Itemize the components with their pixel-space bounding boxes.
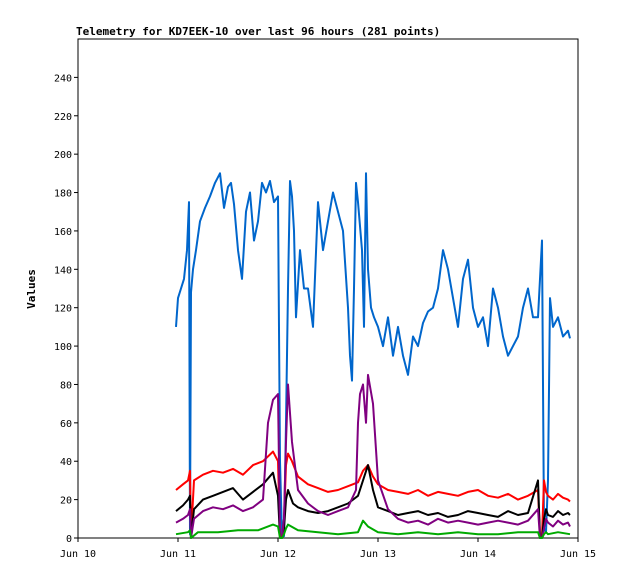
x-axis: Jun 10 Jun 11 Jun 12 Jun 13 Jun 14 Jun 15: [60, 538, 596, 560]
x-tick-label: Jun 14: [460, 549, 496, 560]
y-tick-label: 20: [60, 496, 72, 507]
y-tick-label: 220: [54, 112, 72, 123]
y-tick-label: 100: [54, 342, 72, 353]
y-axis-label: Values: [25, 269, 38, 309]
y-tick-label: 240: [54, 73, 72, 84]
chart-title: Telemetry for KD7EEK-10 over last 96 hou…: [76, 25, 440, 38]
y-tick-label: 0: [66, 534, 72, 545]
y-tick-label: 120: [54, 304, 72, 315]
x-tick-label: Jun 12: [260, 549, 296, 560]
x-tick-label: Jun 13: [360, 549, 396, 560]
x-tick-label: Jun 15: [560, 549, 596, 560]
y-axis: 0 20 40 60 80 100 120 140 160 180 200 220 240: [54, 73, 78, 545]
y-tick-label: 160: [54, 227, 72, 238]
y-tick-label: 80: [60, 380, 72, 391]
series-line-4: [175, 519, 571, 539]
y-tick-label: 60: [60, 419, 72, 430]
y-tick-label: 40: [60, 457, 72, 468]
x-tick-label: Jun 10: [60, 549, 96, 560]
series-line-3: [175, 373, 571, 539]
y-tick-label: 180: [54, 189, 72, 200]
series-line-0: [175, 172, 571, 538]
series-layer: [175, 172, 571, 539]
x-tick-label: Jun 11: [160, 549, 196, 560]
y-tick-label: 200: [54, 150, 72, 161]
plot-frame: [77, 38, 579, 539]
y-tick-label: 140: [54, 265, 72, 276]
